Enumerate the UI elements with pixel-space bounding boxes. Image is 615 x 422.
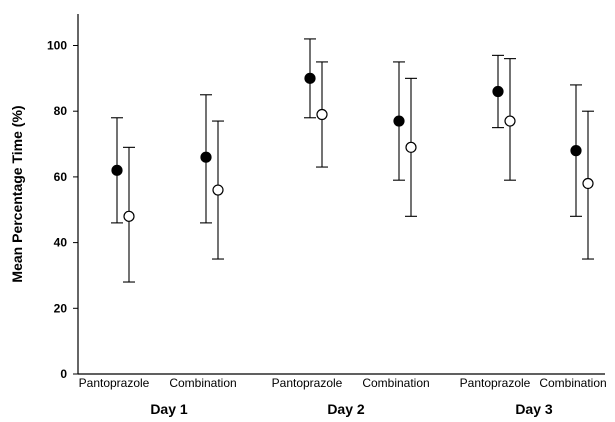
y-ticks: 0 20 40 60 80 100: [47, 39, 78, 381]
data-point-filled: [393, 115, 405, 127]
error-bar-filled: [111, 117, 123, 224]
data-point-filled: [492, 85, 504, 98]
error-bar-open: [316, 61, 328, 168]
category-labels: Pantoprazole Combination Pantoprazole Combi…: [79, 376, 607, 390]
error-bar-open: [212, 120, 224, 260]
category-label: Pantoprazole: [79, 376, 150, 390]
group-label-1: Day 1: [150, 401, 188, 417]
data-point-open: [316, 108, 328, 121]
category-label: Pantoprazole: [460, 376, 531, 390]
data-point-filled: [200, 151, 212, 163]
data-point-filled: [111, 164, 123, 176]
data-point-filled: [304, 72, 316, 84]
group-label-2: Day 2: [327, 401, 365, 417]
error-bar-open: [582, 110, 594, 260]
data-point-open: [504, 115, 516, 127]
category-label: Combination: [362, 376, 429, 390]
y-tick-label-40: 40: [54, 236, 68, 250]
error-bar-filled: [304, 38, 316, 119]
group-labels: Day 1 Day 2 Day 3: [150, 401, 553, 417]
y-tick-label-100: 100: [47, 39, 67, 53]
data-point-open: [212, 184, 224, 196]
error-bar-open: [123, 146, 135, 283]
error-bar-filled: [393, 61, 405, 181]
data-point-open: [582, 177, 594, 190]
error-bar-filled: [200, 94, 212, 224]
group-label-3: Day 3: [515, 401, 553, 417]
category-label: Combination: [169, 376, 236, 390]
category-label: Pantoprazole: [272, 376, 343, 390]
error-bar-open: [504, 58, 516, 181]
data-point-open: [405, 141, 417, 153]
error-bar-filled: [570, 84, 582, 217]
data-point-open: [123, 210, 135, 222]
error-bar-open: [405, 77, 417, 217]
category-label: Combination: [539, 376, 606, 390]
data-point-filled: [570, 145, 582, 157]
y-tick-label-0: 0: [60, 367, 67, 381]
data-marks: [111, 38, 594, 283]
y-tick-label-20: 20: [54, 301, 68, 315]
y-tick-label-80: 80: [54, 104, 68, 118]
y-axis-title: Mean Percentage Time (%): [9, 105, 25, 282]
y-tick-label-60: 60: [54, 170, 68, 184]
error-bar-filled: [492, 54, 504, 129]
